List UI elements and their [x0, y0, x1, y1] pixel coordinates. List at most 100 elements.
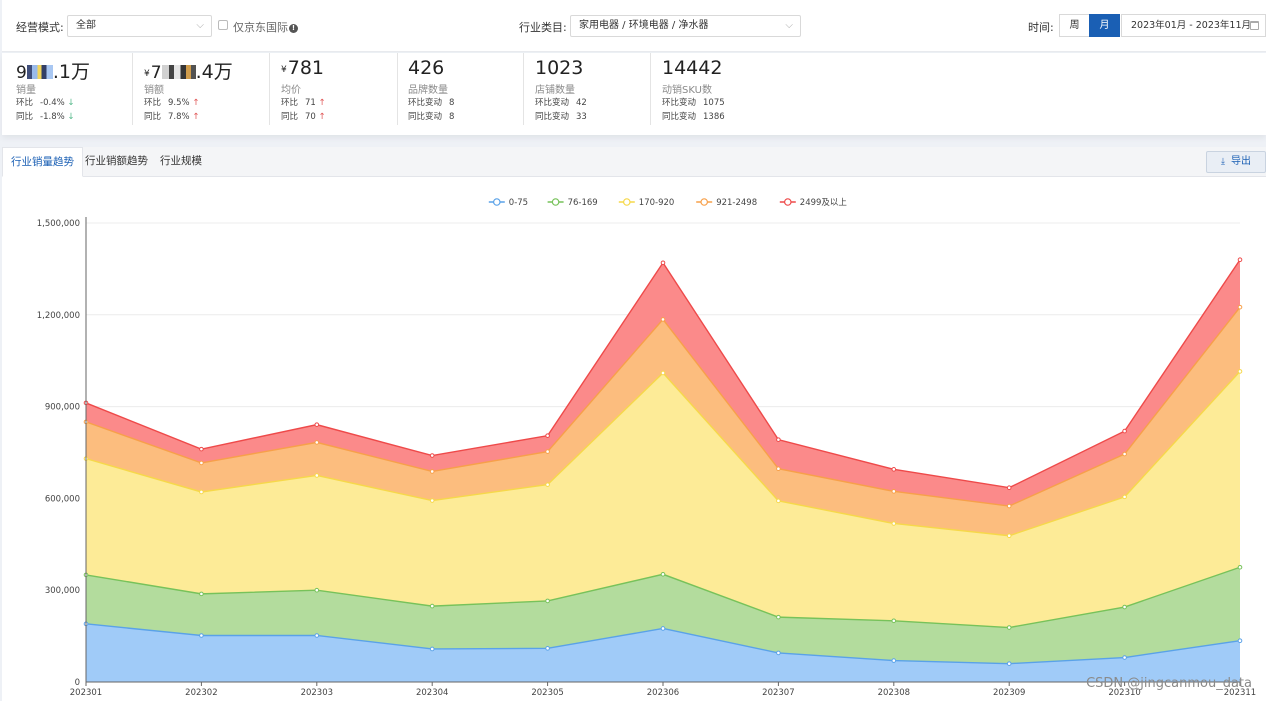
tab-bar: 行业销量趋势 行业销额趋势 行业规模 ⤓ 导出 — [2, 147, 1266, 177]
x-tick-label: 202309 — [993, 688, 1025, 698]
data-point — [891, 467, 897, 472]
data-point — [1006, 625, 1012, 630]
data-point — [776, 498, 781, 504]
metric-yoy: 同比 70 ↑ — [281, 112, 326, 122]
legend-label: 76-169 — [568, 198, 598, 208]
data-point — [891, 658, 897, 663]
y-tick-label: 300,000 — [45, 586, 80, 596]
data-point — [314, 440, 320, 445]
data-point — [660, 571, 666, 577]
metric-value: 14442 — [662, 57, 723, 79]
metric-value: 9.1万 — [16, 61, 90, 83]
data-point — [1122, 655, 1127, 660]
data-point — [1237, 304, 1243, 310]
arrow-down-icon: ↓ — [67, 112, 75, 122]
legend-swatch-marker — [700, 198, 709, 206]
data-point — [1006, 661, 1012, 666]
data-point — [1237, 638, 1243, 643]
metric-yoy: 同比变动 8 — [408, 112, 455, 122]
metric-yoy: 同比变动 33 — [535, 112, 587, 122]
metric-value: ¥7.4万 — [144, 61, 233, 83]
data-point — [199, 446, 204, 452]
series-area — [86, 371, 1240, 628]
metric-label: 均价 — [281, 85, 301, 96]
arrow-up-icon: ↑ — [192, 98, 200, 108]
data-point — [545, 433, 550, 438]
chart-panel: 0 300,000 600,000 900,000 1,200,000 1,500,000… — [2, 177, 1266, 701]
metric-avg-price: ¥781 均价 环比 71 ↑ 同比 70 ↑ — [269, 53, 397, 125]
date-range-picker[interactable]: 2023年01月 - 2023年11月 — [1121, 14, 1266, 37]
data-point — [1006, 503, 1012, 509]
y-tick-label: 0 — [75, 678, 80, 688]
data-point — [660, 260, 666, 266]
data-point — [429, 498, 435, 503]
data-point — [314, 633, 320, 638]
arrow-up-icon: ↑ — [318, 112, 326, 122]
period-month-button[interactable]: 月 — [1089, 14, 1120, 37]
x-tick-label: 202302 — [185, 688, 217, 698]
legend-swatch-marker — [622, 198, 631, 206]
info-icon[interactable]: ! — [289, 24, 298, 33]
data-point — [660, 626, 666, 631]
data-point — [1237, 257, 1243, 263]
calendar-icon — [1250, 21, 1259, 30]
jd-intl-label: 仅京东国际! — [233, 19, 298, 35]
arrow-up-icon: ↑ — [318, 98, 326, 108]
data-point — [1006, 533, 1012, 539]
metric-sales-volume: 9.1万 销量 环比 -0.4% ↓ 同比 -1.8% ↓ — [16, 53, 131, 125]
metric-yoy: 同比变动 1386 — [662, 112, 725, 122]
jd-intl-checkbox[interactable] — [218, 20, 228, 30]
industry-select-value: 家用电器 / 环境电器 / 净水器 — [579, 20, 709, 31]
metric-sku-count: 14442 动销SKU数 环比变动 1075 同比变动 1386 — [650, 53, 780, 125]
mode-select[interactable]: 全部 ⌵ — [67, 15, 212, 37]
x-tick-label: 202303 — [301, 688, 333, 698]
data-point — [199, 633, 204, 638]
y-tick-label: 900,000 — [45, 403, 80, 413]
data-point — [199, 591, 204, 597]
x-tick-label: 202308 — [878, 688, 910, 698]
metric-label: 品牌数量 — [408, 85, 448, 96]
filter-bar: 经营模式: 全部 ⌵ 仅京东国际! 行业类目: 家用电器 / 环境电器 / 净水… — [2, 0, 1266, 52]
data-point — [891, 521, 897, 526]
metric-yoy: 同比 7.8% ↑ — [144, 112, 200, 122]
x-tick-label: 202305 — [531, 688, 563, 698]
watermark: CSDN @jingcanmou_data — [1086, 676, 1252, 691]
data-point — [545, 646, 550, 651]
data-point — [314, 422, 320, 427]
legend-label: 2499及以上 — [800, 198, 848, 208]
y-tick-label: 600,000 — [45, 494, 80, 504]
industry-select[interactable]: 家用电器 / 环境电器 / 净水器 ⌵ — [570, 15, 801, 37]
metric-value: ¥781 — [281, 57, 324, 79]
period-week-button[interactable]: 周 — [1059, 14, 1090, 37]
metric-mom: 环比变动 8 — [408, 98, 455, 108]
legend-label: 921-2498 — [716, 198, 757, 208]
legend-label: 170-920 — [639, 198, 675, 208]
data-point — [660, 370, 666, 376]
metric-store-count: 1023 店铺数量 环比变动 42 同比变动 33 — [523, 53, 650, 125]
x-tick-label: 202301 — [70, 688, 102, 698]
stacked-area-chart: 0 300,000 600,000 900,000 1,200,000 1,500,000… — [37, 198, 1256, 698]
x-tick-label: 202306 — [647, 688, 679, 698]
x-tick-label: 202310 — [1108, 688, 1140, 698]
data-point — [776, 437, 781, 442]
x-tick-label: 202311 — [1224, 688, 1256, 698]
export-button[interactable]: ⤓ 导出 — [1206, 151, 1266, 173]
tab-sales-volume-trend[interactable]: 行业销量趋势 — [2, 147, 83, 177]
data-point — [1122, 451, 1127, 457]
tab-industry-scale[interactable]: 行业规模 — [160, 155, 202, 167]
data-point — [199, 460, 204, 466]
metric-label: 销额 — [144, 85, 164, 96]
x-tick-label: 202304 — [416, 688, 448, 698]
redacted-mask — [161, 65, 196, 79]
data-point — [545, 598, 550, 604]
data-point — [1006, 485, 1012, 490]
mode-label: 经营模式: — [16, 21, 64, 34]
data-point — [776, 466, 781, 472]
data-point — [1237, 564, 1243, 570]
mode-select-value: 全部 — [76, 20, 96, 31]
time-label: 时间: — [1028, 21, 1054, 34]
chevron-down-icon: ⌵ — [196, 20, 204, 31]
tab-sales-amount-trend[interactable]: 行业销额趋势 — [85, 155, 148, 167]
legend-label: 0-75 — [509, 198, 528, 208]
